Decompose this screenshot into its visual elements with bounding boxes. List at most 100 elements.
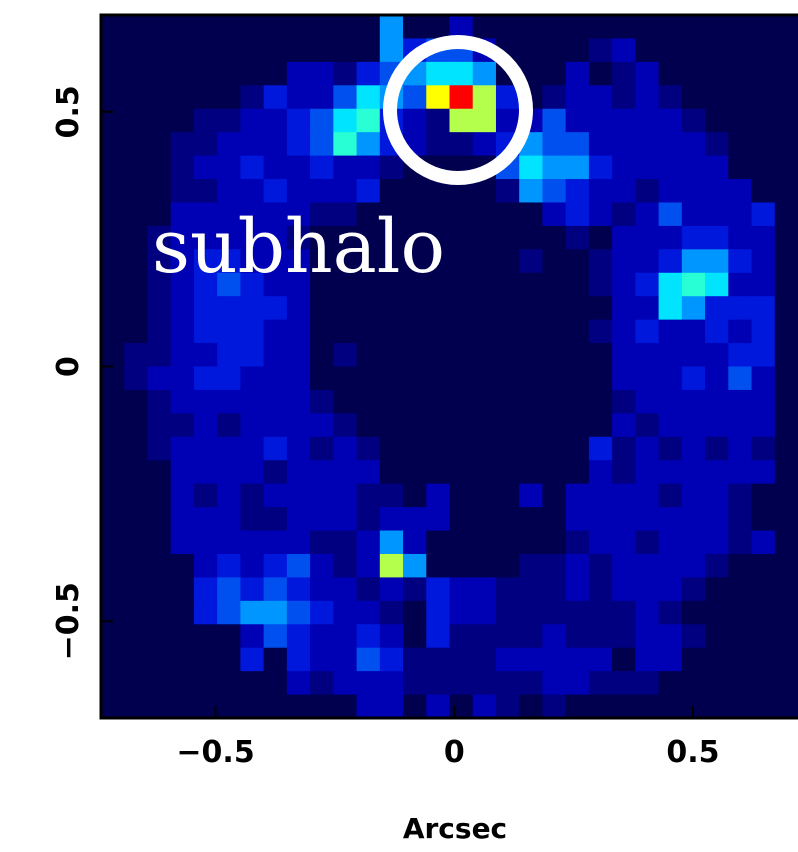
cell [380, 38, 404, 62]
cell [682, 249, 706, 273]
cell [147, 367, 171, 391]
cell [403, 601, 427, 625]
cell [264, 296, 288, 320]
cell [194, 132, 218, 156]
cell [171, 695, 195, 719]
cell [171, 507, 195, 531]
cell [450, 85, 474, 109]
cell [147, 624, 171, 648]
cell [217, 62, 241, 86]
cell [635, 554, 659, 578]
cell [287, 531, 311, 555]
cell [264, 531, 288, 555]
cell [566, 296, 590, 320]
cell [635, 320, 659, 344]
cell [287, 484, 311, 508]
cell [264, 671, 288, 695]
cell [496, 390, 520, 414]
cell [566, 531, 590, 555]
cell [287, 695, 311, 719]
cell [194, 15, 218, 39]
cell [589, 132, 613, 156]
cell [380, 695, 404, 719]
cell [194, 156, 218, 180]
cell [752, 460, 776, 484]
cell [147, 601, 171, 625]
cell [752, 484, 776, 508]
cell [450, 132, 474, 156]
cell [542, 179, 566, 203]
cell [775, 413, 798, 437]
cell [542, 296, 566, 320]
cell [357, 601, 381, 625]
cell [752, 601, 776, 625]
cell [728, 343, 752, 367]
cell [333, 156, 357, 180]
cell [310, 132, 334, 156]
cell [519, 390, 543, 414]
cell [426, 437, 450, 461]
cell [240, 648, 264, 672]
cell [635, 109, 659, 133]
cell [473, 367, 497, 391]
cell [542, 367, 566, 391]
cell [310, 460, 334, 484]
cell [450, 273, 474, 297]
cell [705, 695, 729, 719]
cell [171, 624, 195, 648]
cell [635, 484, 659, 508]
cell [101, 343, 125, 367]
cell [171, 38, 195, 62]
cell [542, 62, 566, 86]
cell [682, 648, 706, 672]
cell [194, 179, 218, 203]
cell [240, 367, 264, 391]
cell [542, 507, 566, 531]
cell [124, 226, 148, 250]
cell [101, 226, 125, 250]
cell [682, 179, 706, 203]
cell [775, 179, 798, 203]
cell [752, 671, 776, 695]
cell [310, 648, 334, 672]
cell [612, 320, 636, 344]
cell [101, 273, 125, 297]
cell [287, 38, 311, 62]
cell [101, 62, 125, 86]
cell [124, 484, 148, 508]
cell [752, 273, 776, 297]
cell [124, 554, 148, 578]
cell [357, 109, 381, 133]
cell [426, 132, 450, 156]
cell [240, 484, 264, 508]
cell [380, 531, 404, 555]
cell [589, 577, 613, 601]
cell [566, 554, 590, 578]
cell [171, 132, 195, 156]
cell [240, 601, 264, 625]
cell [728, 273, 752, 297]
cell [333, 413, 357, 437]
cell [566, 85, 590, 109]
cell [403, 460, 427, 484]
cell [473, 249, 497, 273]
cell [147, 695, 171, 719]
cell [264, 695, 288, 719]
cell [264, 601, 288, 625]
cell [194, 109, 218, 133]
cell [775, 390, 798, 414]
cell [124, 437, 148, 461]
cell [752, 343, 776, 367]
cell [357, 343, 381, 367]
cell [357, 62, 381, 86]
cell [124, 62, 148, 86]
cell [682, 413, 706, 437]
cell [635, 249, 659, 273]
cell [147, 554, 171, 578]
cell [426, 507, 450, 531]
cell [542, 390, 566, 414]
cell [124, 413, 148, 437]
cell [403, 85, 427, 109]
cell [380, 296, 404, 320]
cell [217, 648, 241, 672]
